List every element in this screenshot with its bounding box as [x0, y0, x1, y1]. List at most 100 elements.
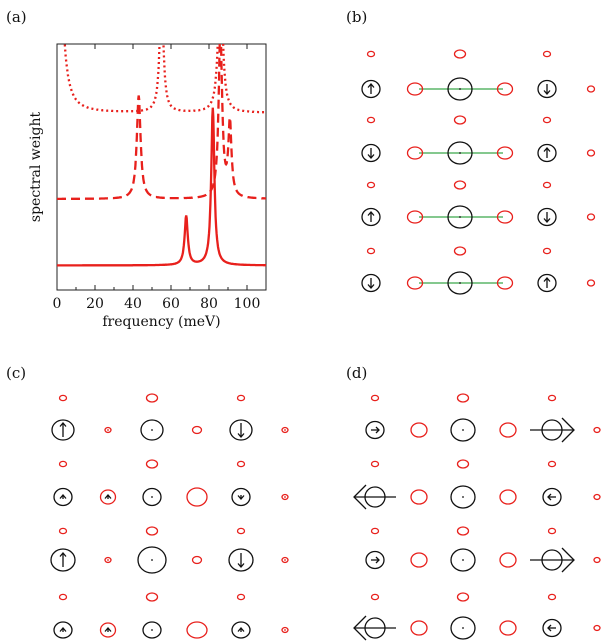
oxygen-site: [499, 552, 517, 568]
oxygen-site: [281, 426, 289, 434]
site-center: [151, 629, 153, 631]
site-center: [107, 429, 109, 431]
cu-site: [450, 548, 476, 572]
site-center: [107, 559, 109, 561]
oxygen-site: [456, 592, 470, 602]
cu-site: [537, 143, 557, 163]
oxygen-site: [456, 526, 470, 536]
arrow-head: [543, 147, 551, 152]
oxygen-site: [145, 393, 159, 403]
oxygen-site: [499, 422, 517, 438]
oxygen-site: [406, 210, 424, 224]
site-center: [151, 429, 153, 431]
x-tick-label: 40: [124, 296, 142, 312]
arrow-head: [547, 624, 552, 632]
oxygen-site: [593, 493, 601, 501]
site-center: [462, 559, 464, 561]
oxygen-site: [236, 527, 246, 535]
cu-site: [450, 485, 476, 509]
panel-label-a: (a): [6, 8, 27, 26]
cu-site: [229, 419, 253, 441]
arrow-head: [367, 154, 375, 159]
arrow-head: [367, 211, 375, 216]
oxygen-site: [370, 394, 380, 402]
cu-site: [361, 79, 381, 99]
x-axis-label: frequency (meV): [102, 314, 220, 330]
oxygen-site: [145, 526, 159, 536]
oxygen-site: [499, 489, 517, 505]
oxygen-site: [236, 460, 246, 468]
site-center: [151, 559, 153, 561]
oxygen-site: [58, 394, 68, 402]
oxygen-site: [366, 50, 376, 58]
oxygen-site: [547, 394, 557, 402]
site-center: [462, 496, 464, 498]
x-tick-label: 100: [234, 296, 261, 312]
panel-label-d: (d): [346, 364, 367, 382]
oxygen-site: [456, 459, 470, 469]
cu-site: [537, 273, 557, 293]
oxygen-site: [191, 555, 203, 565]
arrow-head: [59, 552, 67, 557]
oxygen-site: [104, 426, 112, 434]
lattice-panel-b: [361, 49, 596, 295]
arrow-head: [375, 426, 380, 434]
oxygen-site: [496, 146, 514, 160]
oxygen-site: [586, 85, 596, 93]
oxygen-site: [366, 116, 376, 124]
oxygen-site: [410, 422, 428, 438]
oxygen-site: [58, 527, 68, 535]
cu-site: [450, 418, 476, 442]
oxygen-site: [236, 593, 246, 601]
spectral-weight-chart: 0 20 40 60 80 100 frequency (meV) spectral weig…: [28, 43, 267, 330]
oxygen-site: [496, 276, 514, 290]
oxygen-site: [496, 82, 514, 96]
oxygen-site: [281, 556, 289, 564]
cu-site: [361, 273, 381, 293]
series-line-dashed: [57, 44, 266, 201]
oxygen-site: [593, 426, 601, 434]
oxygen-site: [542, 116, 552, 124]
oxygen-site: [406, 276, 424, 290]
oxygen-site: [547, 527, 557, 535]
cu-site: [140, 419, 164, 441]
oxygen-site: [586, 279, 596, 287]
arrow-head: [237, 627, 245, 632]
site-center: [284, 559, 286, 561]
oxygen-site: [456, 393, 470, 403]
arrow-head: [59, 422, 67, 427]
site-center: [459, 152, 461, 154]
cu-site: [450, 616, 476, 640]
series-line-solid: [57, 107, 266, 267]
oxygen-site: [58, 460, 68, 468]
cu-site: [542, 487, 562, 507]
oxygen-site: [236, 394, 246, 402]
cu-site: [51, 419, 75, 441]
oxygen-site: [99, 489, 117, 505]
oxygen-site: [542, 247, 552, 255]
cu-site: [231, 487, 251, 507]
oxygen-site: [191, 425, 203, 435]
oxygen-site: [281, 493, 289, 501]
oxygen-site: [542, 50, 552, 58]
cu-site: [228, 548, 254, 572]
oxygen-site: [496, 210, 514, 224]
cu-site: [447, 77, 473, 101]
oxygen-site: [186, 487, 208, 507]
site-center: [462, 429, 464, 431]
cu-site: [542, 618, 562, 638]
cu-site: [447, 141, 473, 165]
oxygen-site: [453, 246, 467, 256]
oxygen-site: [453, 115, 467, 125]
arrow-head: [561, 417, 575, 443]
oxygen-site: [547, 460, 557, 468]
oxygen-site: [406, 82, 424, 96]
cu-site: [447, 205, 473, 229]
arrow-head: [543, 277, 551, 282]
cu-site: [537, 79, 557, 99]
site-center: [459, 88, 461, 90]
oxygen-site: [370, 527, 380, 535]
oxygen-site: [366, 247, 376, 255]
arrow-head: [543, 218, 551, 223]
